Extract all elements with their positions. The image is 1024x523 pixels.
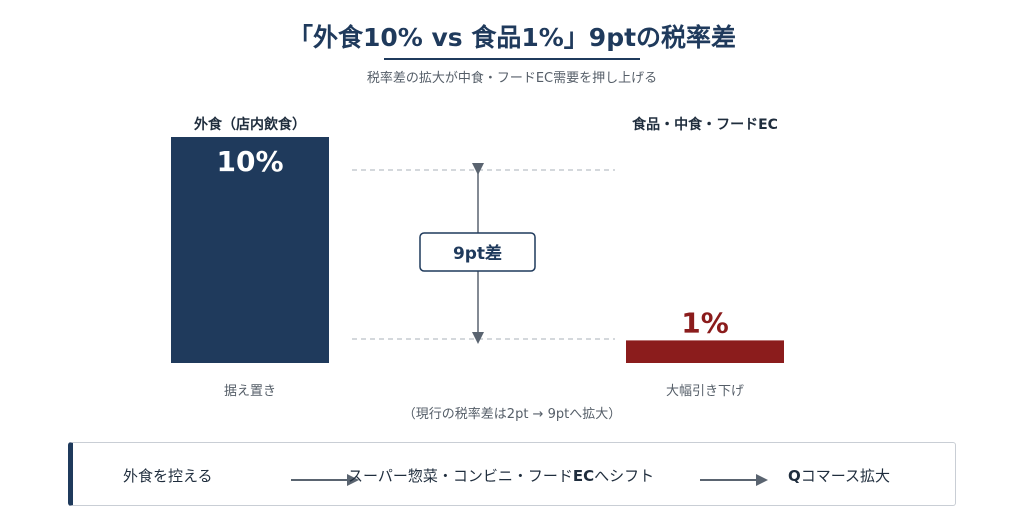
category-label-left: 外食（店内飲食） — [194, 117, 306, 133]
difference-arrow-head-bottom — [472, 332, 484, 344]
tax-rate-bar-chart: 10% 1% 9pt差 — [171, 137, 784, 363]
consumer-shift-flow-panel: 外食を控える スーパー惣菜・コンビニ・フードECへシフト Qコマース拡大 — [68, 442, 956, 506]
flow-step-2: スーパー惣菜・コンビニ・フードECへシフト — [348, 465, 654, 486]
flow-step-2-prefix: スーパー惣菜・コンビニ・フード — [348, 467, 573, 485]
flow-step-3-q: Q — [788, 467, 801, 485]
category-label-right: 食品・中食・フードEC — [632, 117, 778, 133]
chart-title: 「外食10% vs 食品1%」9ptの税率差 — [287, 23, 737, 52]
title-underline — [384, 58, 640, 60]
chart-subtitle: 税率差の拡大が中食・フードEC需要を押し上げる — [366, 71, 658, 86]
bar-2 — [626, 340, 784, 363]
flow-step-3: Qコマース拡大 — [788, 465, 890, 486]
flow-step-1: 外食を控える — [123, 467, 213, 485]
rate-gap-note: （現行の税率差は2pt → 9ptへ拡大） — [402, 407, 622, 422]
sub-label-left: 据え置き — [223, 384, 276, 399]
bar-value-label-1: 10% — [216, 145, 283, 178]
difference-label-box — [419, 232, 536, 272]
difference-arrow-head-top — [472, 163, 484, 175]
flow-step-2-suffix: へシフト — [594, 467, 655, 485]
flow-step-2-ec: EC — [572, 467, 595, 485]
bar-1 — [171, 137, 329, 363]
flow-arrow-1 — [291, 474, 359, 486]
bar-value-label-2: 1% — [681, 306, 729, 339]
flow-step-3-suffix: コマース拡大 — [800, 467, 891, 485]
flow-arrow-2 — [700, 474, 768, 486]
difference-label: 9pt差 — [453, 243, 502, 264]
sub-label-right: 大幅引き下げ — [665, 384, 744, 399]
